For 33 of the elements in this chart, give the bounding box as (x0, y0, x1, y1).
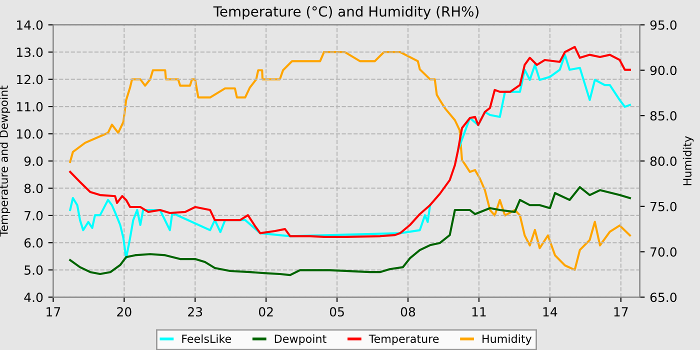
x-tick-label: 17 (614, 307, 628, 316)
x-tick-label: 17 (46, 307, 60, 316)
y-tick-label: 5.0 (24, 265, 43, 275)
legend-label: Temperature (368, 334, 439, 346)
x-tick-label: 14 (543, 307, 558, 316)
y2-tick-label: 75.0 (650, 202, 677, 212)
x-tick-label: 02 (258, 307, 273, 317)
y2-tick-label: 95.0 (650, 20, 677, 30)
legend-label: Dewpoint (274, 334, 326, 346)
y-tick-label: 6.0 (24, 238, 43, 248)
y-tick-label: 14.0 (17, 20, 43, 30)
x-tick-label: 08 (400, 307, 416, 317)
x-tick-label: 20 (117, 307, 132, 317)
x-tick-label: 05 (330, 307, 344, 317)
y-tick-label: 11.0 (17, 102, 43, 112)
y2-tick-label: 90.0 (650, 66, 677, 76)
y-tick-label: 7.0 (24, 210, 43, 220)
y-tick-label: 12.0 (17, 74, 43, 84)
y2-tick-label: 70.0 (650, 247, 677, 257)
y-tick-label: 8.0 (24, 184, 43, 194)
y-tick-label: 13.0 (17, 48, 43, 58)
y2-tick-label: 80.0 (650, 156, 677, 166)
y2-tick-label: 65.0 (650, 292, 677, 302)
x-tick-label: 23 (188, 307, 202, 317)
chart-title: Temperature (°C) and Humidity (RH%) (213, 6, 478, 20)
x-tick-label: 11 (472, 307, 486, 316)
legend-label: FeelsLike (182, 334, 232, 343)
y2-axis-title: Humidity (682, 136, 694, 186)
legend-label: Humidity (482, 334, 532, 346)
y-tick-label: 4.0 (24, 292, 43, 302)
y-tick-label: 9.0 (24, 156, 43, 166)
y-tick-label: 10.0 (17, 129, 43, 139)
y2-tick-label: 85.0 (650, 111, 677, 121)
